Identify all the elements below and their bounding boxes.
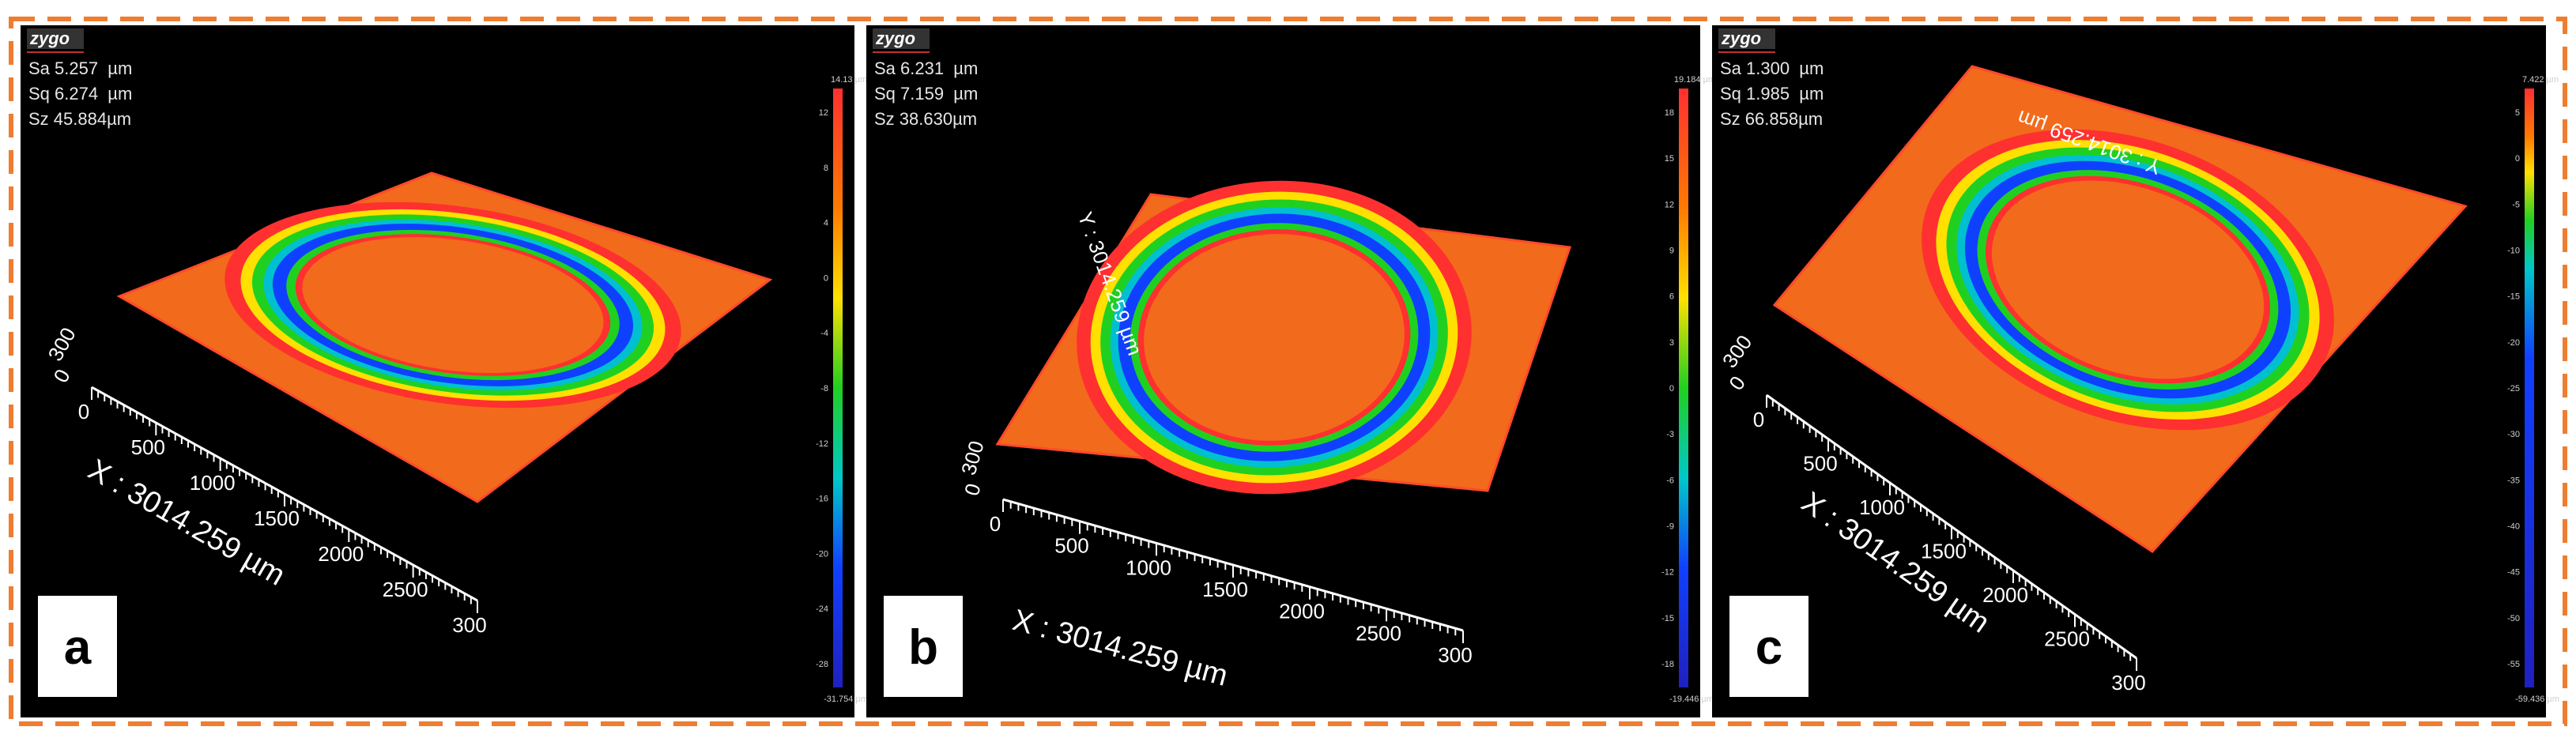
panel-letter-box bbox=[38, 596, 117, 697]
x-tick-label: 2500 bbox=[1356, 621, 1401, 645]
colorbar-tick: -6 bbox=[1666, 476, 1674, 485]
x-tick-label: 500 bbox=[131, 435, 165, 459]
x-tick-label: 2000 bbox=[318, 542, 364, 566]
colorbar-min: -31.754 µm bbox=[824, 695, 868, 704]
colorbar-tick: 0 bbox=[824, 273, 828, 283]
colorbar-tick: -8 bbox=[820, 384, 828, 393]
x-tick-label: 1500 bbox=[1202, 578, 1248, 601]
logo-box bbox=[1718, 28, 1775, 49]
panel: zygo Sa 1.300 µm Sq 1.985 µm Sz 66.858µm 7.4… bbox=[1712, 25, 2559, 717]
colorbar-tick: 12 bbox=[1665, 200, 1674, 209]
colorbar-tick: -40 bbox=[2507, 522, 2520, 532]
roughness-stat: Sq 7.159 µm bbox=[874, 84, 978, 104]
panel-letter-box bbox=[1729, 596, 1808, 697]
panel: zygo Sa 5.257 µm Sq 6.274 µm Sz 45.884µm 14.… bbox=[21, 25, 868, 717]
colorbar-tick: 6 bbox=[1669, 292, 1674, 302]
x-tick-label: 300 bbox=[2111, 671, 2145, 695]
colorbar-tick: -12 bbox=[816, 439, 828, 449]
x-tick-label: 1000 bbox=[1859, 495, 1905, 519]
panel-letter: b bbox=[908, 620, 938, 675]
colorbar-tick: -28 bbox=[816, 660, 828, 669]
x-tick-label: 1000 bbox=[190, 471, 236, 495]
colorbar bbox=[833, 88, 843, 687]
colorbar-tick: 12 bbox=[819, 108, 828, 118]
colorbar-tick: -20 bbox=[2507, 338, 2520, 348]
roughness-stat: Sq 1.985 µm bbox=[1720, 84, 1824, 104]
logo: zygo bbox=[29, 28, 70, 48]
colorbar-tick: -12 bbox=[1661, 568, 1674, 578]
x-tick-label: 1500 bbox=[1921, 540, 1967, 563]
colorbar-tick: -50 bbox=[2507, 614, 2520, 623]
logo: zygo bbox=[1721, 28, 1761, 48]
ring-band bbox=[1144, 234, 1405, 441]
x-tick-label: 0 bbox=[990, 512, 1001, 536]
colorbar bbox=[1679, 88, 1688, 687]
colorbar-tick: 9 bbox=[1669, 247, 1674, 256]
x-tick-label: 300 bbox=[452, 613, 486, 637]
colorbar-max: 14.13 µm bbox=[831, 75, 867, 85]
colorbar-tick: 18 bbox=[1665, 108, 1674, 118]
colorbar-min: -19.446 µm bbox=[1669, 695, 1714, 704]
colorbar-tick: -35 bbox=[2507, 476, 2520, 485]
roughness-stat: Sa 1.300 µm bbox=[1720, 58, 1824, 78]
roughness-stat: Sa 6.231 µm bbox=[874, 58, 978, 78]
colorbar-tick: -45 bbox=[2507, 568, 2520, 578]
x-tick-label: 2000 bbox=[1279, 600, 1325, 623]
roughness-stat: Sz 38.630µm bbox=[874, 109, 977, 129]
logo: zygo bbox=[875, 28, 915, 48]
dashed-frame bbox=[9, 17, 2567, 726]
panel-letter-box bbox=[884, 596, 963, 697]
panel: zygo Sa 6.231 µm Sq 7.159 µm Sz 38.630µm 19.… bbox=[866, 25, 1715, 717]
colorbar-tick: -20 bbox=[816, 549, 828, 559]
ring-band bbox=[1991, 180, 2265, 379]
colorbar-tick: -15 bbox=[1661, 614, 1674, 623]
colorbar-min: -59.436 µm bbox=[2515, 695, 2559, 704]
colorbar-tick: -55 bbox=[2507, 660, 2520, 669]
colorbar-tick: -10 bbox=[2507, 247, 2520, 256]
colorbar-tick: 3 bbox=[1669, 338, 1674, 348]
colorbar-tick: -25 bbox=[2507, 384, 2520, 393]
colorbar-tick: -9 bbox=[1666, 522, 1674, 532]
panel-letter: a bbox=[64, 620, 92, 675]
logo-box bbox=[873, 28, 930, 49]
colorbar-tick: -5 bbox=[2512, 200, 2520, 209]
colorbar-tick: -24 bbox=[816, 604, 828, 614]
colorbar-tick: -3 bbox=[1666, 430, 1674, 439]
colorbar-max: 7.422 µm bbox=[2522, 75, 2559, 85]
colorbar-tick: 4 bbox=[824, 219, 828, 228]
roughness-stat: Sa 5.257 µm bbox=[28, 58, 132, 78]
colorbar-tick: -15 bbox=[2507, 292, 2520, 302]
logo-box bbox=[27, 28, 84, 49]
colorbar-tick: 0 bbox=[1669, 384, 1674, 393]
x-tick-label: 0 bbox=[78, 400, 89, 424]
colorbar-tick: 8 bbox=[824, 164, 828, 173]
colorbar-tick: -18 bbox=[1661, 660, 1674, 669]
x-tick-label: 0 bbox=[1753, 408, 1764, 431]
colorbar-tick: -30 bbox=[2507, 430, 2520, 439]
ring-band bbox=[302, 237, 604, 373]
x-tick-label: 1500 bbox=[254, 506, 300, 530]
x-tick-label: 2500 bbox=[383, 578, 428, 601]
x-tick-label: 1000 bbox=[1126, 555, 1171, 579]
x-tick-label: 2500 bbox=[2044, 627, 2090, 651]
colorbar-tick: 0 bbox=[2515, 154, 2520, 164]
colorbar-max: 19.184 µm bbox=[1674, 75, 1715, 85]
x-tick-label: 500 bbox=[1054, 534, 1088, 558]
roughness-stat: Sz 45.884µm bbox=[28, 109, 131, 129]
x-tick-label: 500 bbox=[1803, 452, 1837, 476]
roughness-stat: Sq 6.274 µm bbox=[28, 84, 132, 104]
colorbar-tick: -16 bbox=[816, 495, 828, 504]
colorbar-tick: 5 bbox=[2515, 108, 2520, 118]
roughness-stat: Sz 66.858µm bbox=[1720, 109, 1823, 129]
colorbar-tick: 15 bbox=[1665, 154, 1674, 164]
colorbar-tick: -4 bbox=[820, 329, 828, 338]
panel-letter: c bbox=[1756, 620, 1782, 675]
x-tick-label: 2000 bbox=[1982, 583, 2028, 607]
colorbar bbox=[2525, 88, 2534, 687]
x-tick-label: 300 bbox=[1438, 643, 1472, 667]
